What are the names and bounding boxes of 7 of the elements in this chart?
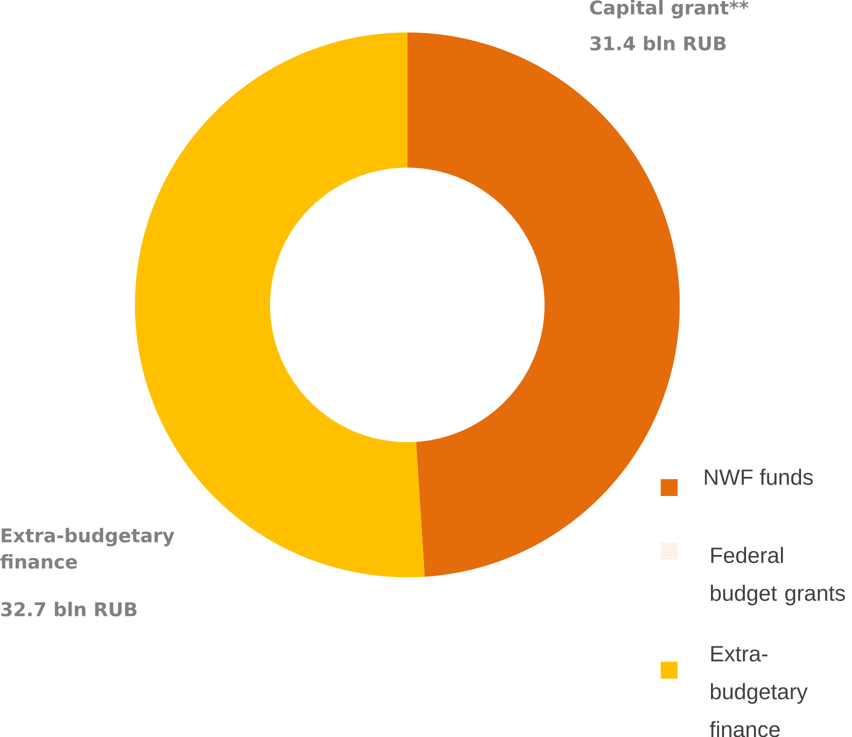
legend-label: Extra-budgetary finance xyxy=(710,646,808,737)
data-label: 31.4 bln RUB xyxy=(590,36,726,50)
legend-label: Federal budget grants xyxy=(710,546,845,606)
legend-label: NWF funds xyxy=(704,468,813,485)
text: Extra-budgetary finance xyxy=(0,528,174,569)
text: Capital grant** xyxy=(590,0,748,18)
data-label: 32.7 bln RUB xyxy=(1,602,136,616)
